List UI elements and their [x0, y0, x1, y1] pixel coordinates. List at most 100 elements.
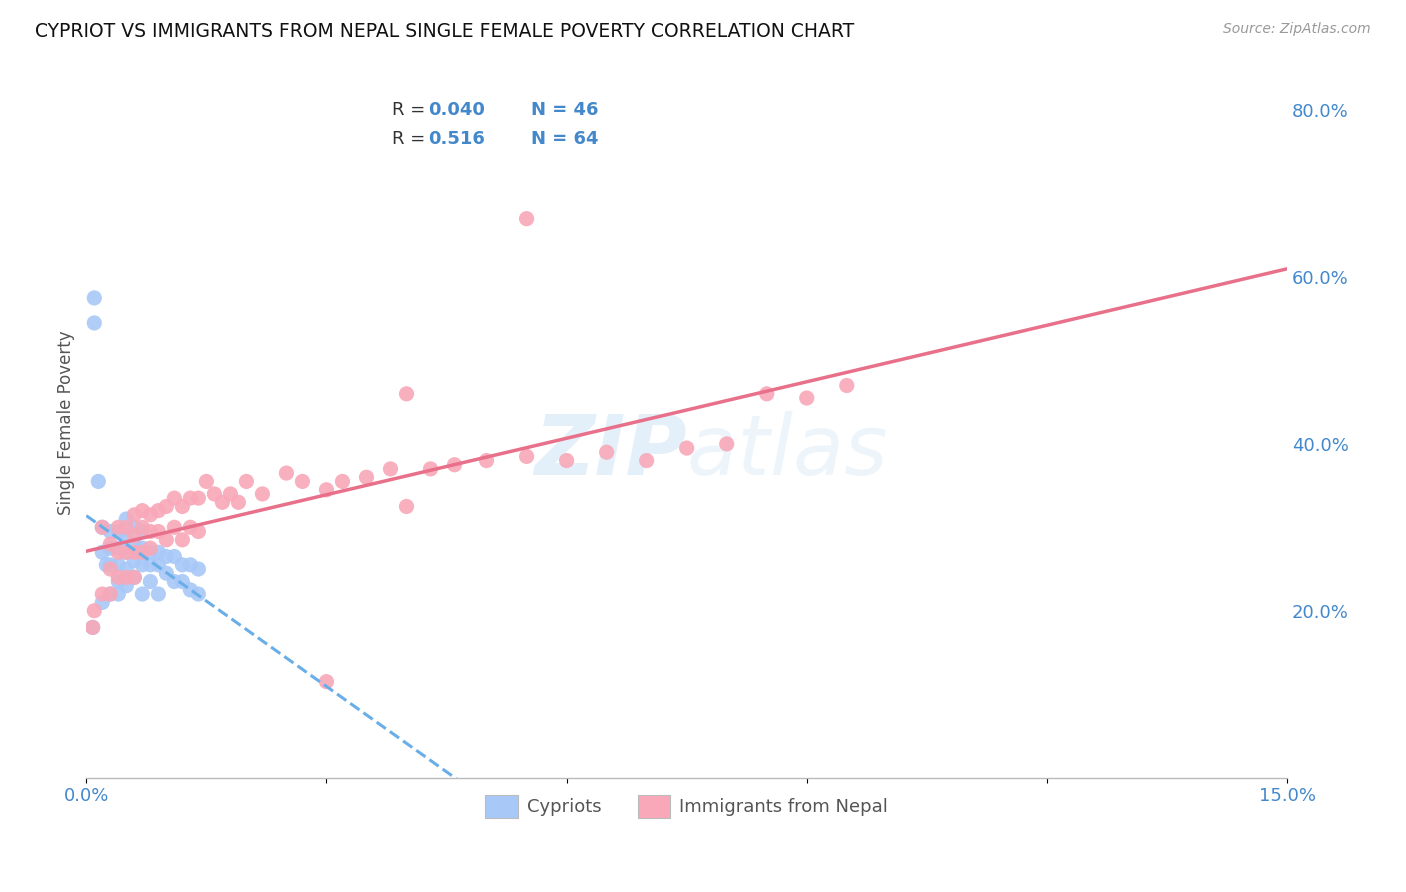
- Point: [98, 558, 121, 572]
- Point: [124, 554, 146, 568]
- Point: [124, 545, 146, 559]
- Point: [124, 508, 146, 522]
- Text: atlas: atlas: [686, 411, 889, 491]
- Point: [91, 520, 114, 534]
- Point: [124, 570, 146, 584]
- Point: [139, 541, 162, 556]
- Point: [155, 500, 177, 514]
- Point: [148, 524, 170, 539]
- Point: [315, 674, 337, 689]
- Point: [796, 391, 818, 405]
- Point: [172, 533, 194, 547]
- Point: [131, 520, 153, 534]
- Point: [139, 545, 162, 559]
- Point: [187, 562, 209, 576]
- Point: [83, 316, 105, 330]
- Point: [755, 387, 778, 401]
- Point: [107, 524, 129, 539]
- Point: [115, 529, 138, 543]
- Point: [163, 520, 186, 534]
- Text: 0.516: 0.516: [429, 130, 485, 148]
- Point: [115, 512, 138, 526]
- Point: [148, 503, 170, 517]
- Point: [91, 587, 114, 601]
- Point: [139, 558, 162, 572]
- Point: [155, 533, 177, 547]
- Point: [91, 520, 114, 534]
- Point: [107, 545, 129, 559]
- Point: [91, 595, 114, 609]
- Y-axis label: Single Female Poverty: Single Female Poverty: [58, 331, 75, 516]
- Point: [395, 500, 418, 514]
- Point: [124, 520, 146, 534]
- Point: [356, 470, 378, 484]
- Text: 0.040: 0.040: [429, 101, 485, 119]
- Legend: Cypriots, Immigrants from Nepal: Cypriots, Immigrants from Nepal: [478, 788, 896, 825]
- Point: [187, 524, 209, 539]
- Point: [148, 545, 170, 559]
- Text: R =: R =: [392, 101, 432, 119]
- Point: [115, 579, 138, 593]
- Text: Source: ZipAtlas.com: Source: ZipAtlas.com: [1223, 22, 1371, 37]
- Point: [96, 558, 118, 572]
- Point: [332, 475, 354, 489]
- Point: [107, 574, 129, 589]
- Point: [98, 524, 121, 539]
- Point: [139, 574, 162, 589]
- Point: [252, 487, 274, 501]
- Point: [107, 520, 129, 534]
- Point: [87, 475, 110, 489]
- Point: [315, 483, 337, 497]
- Point: [516, 211, 538, 226]
- Point: [115, 562, 138, 576]
- Point: [187, 491, 209, 505]
- Text: CYPRIOT VS IMMIGRANTS FROM NEPAL SINGLE FEMALE POVERTY CORRELATION CHART: CYPRIOT VS IMMIGRANTS FROM NEPAL SINGLE …: [35, 22, 855, 41]
- Point: [555, 453, 578, 467]
- Point: [179, 520, 201, 534]
- Point: [83, 604, 105, 618]
- Text: N = 46: N = 46: [530, 101, 598, 119]
- Point: [516, 450, 538, 464]
- Point: [131, 545, 153, 559]
- Point: [115, 545, 138, 559]
- Point: [419, 462, 441, 476]
- Point: [82, 620, 104, 634]
- Point: [115, 520, 138, 534]
- Point: [139, 524, 162, 539]
- Point: [595, 445, 617, 459]
- Point: [155, 566, 177, 581]
- Point: [276, 466, 298, 480]
- Point: [211, 495, 233, 509]
- Point: [179, 491, 201, 505]
- Point: [716, 437, 738, 451]
- Point: [107, 541, 129, 556]
- Point: [131, 524, 153, 539]
- Point: [202, 487, 225, 501]
- Point: [380, 462, 402, 476]
- Text: R =: R =: [392, 130, 432, 148]
- Point: [131, 587, 153, 601]
- Point: [675, 441, 697, 455]
- Point: [124, 537, 146, 551]
- Point: [148, 558, 170, 572]
- Point: [107, 587, 129, 601]
- Point: [98, 541, 121, 556]
- Point: [179, 558, 201, 572]
- Text: N = 64: N = 64: [530, 130, 598, 148]
- Point: [155, 549, 177, 564]
- Point: [115, 570, 138, 584]
- Point: [131, 541, 153, 556]
- Point: [172, 574, 194, 589]
- Point: [98, 562, 121, 576]
- Point: [163, 549, 186, 564]
- Point: [219, 487, 242, 501]
- Point: [107, 570, 129, 584]
- Point: [179, 582, 201, 597]
- Point: [636, 453, 658, 467]
- Point: [163, 491, 186, 505]
- Point: [83, 291, 105, 305]
- Point: [82, 620, 104, 634]
- Point: [124, 529, 146, 543]
- Point: [98, 537, 121, 551]
- Point: [131, 503, 153, 517]
